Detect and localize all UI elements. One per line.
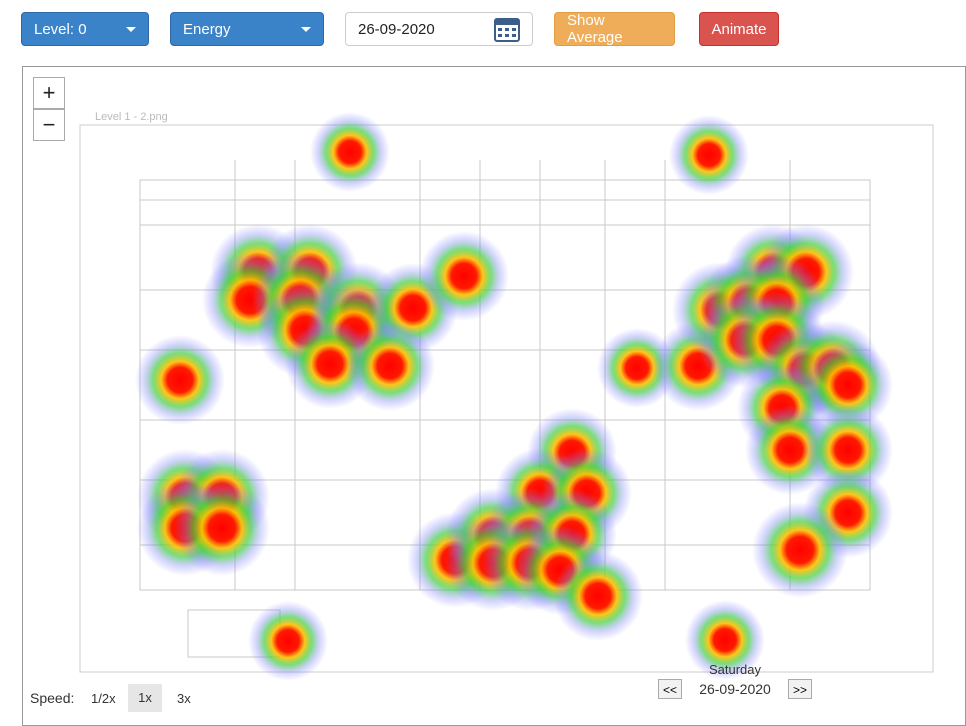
next-day-button[interactable]: >>: [788, 679, 812, 699]
current-date: 26-09-2020: [699, 681, 771, 697]
zoom-out-button[interactable]: −: [33, 109, 65, 141]
speed-label: Speed:: [30, 690, 75, 706]
speed-option[interactable]: 1x: [128, 684, 162, 712]
show-average-button[interactable]: Show Average: [554, 12, 675, 46]
animate-button[interactable]: Animate: [699, 12, 779, 46]
animate-text: Animate: [711, 20, 767, 38]
metric-text: Energy: [183, 20, 231, 38]
previous-day-button[interactable]: <<: [658, 679, 682, 699]
level-text: Level: 0: [34, 20, 87, 38]
metric-dropdown[interactable]: Energy: [170, 12, 324, 46]
weekday: Saturday: [708, 662, 762, 677]
date-input[interactable]: 26-09-2020: [345, 12, 533, 46]
speed-option[interactable]: 3x: [177, 691, 191, 706]
image-label: Level 1 - 2.png: [95, 111, 168, 123]
zoom-in-button[interactable]: +: [33, 77, 65, 109]
speed-option[interactable]: 1/2x: [91, 691, 116, 706]
level-dropdown[interactable]: Level: 0: [21, 12, 149, 46]
heat-spots: [135, 112, 893, 681]
date-text: 26-09-2020: [358, 20, 435, 38]
show-average-text: Show Average: [567, 12, 623, 46]
calendar-icon: [494, 18, 520, 42]
